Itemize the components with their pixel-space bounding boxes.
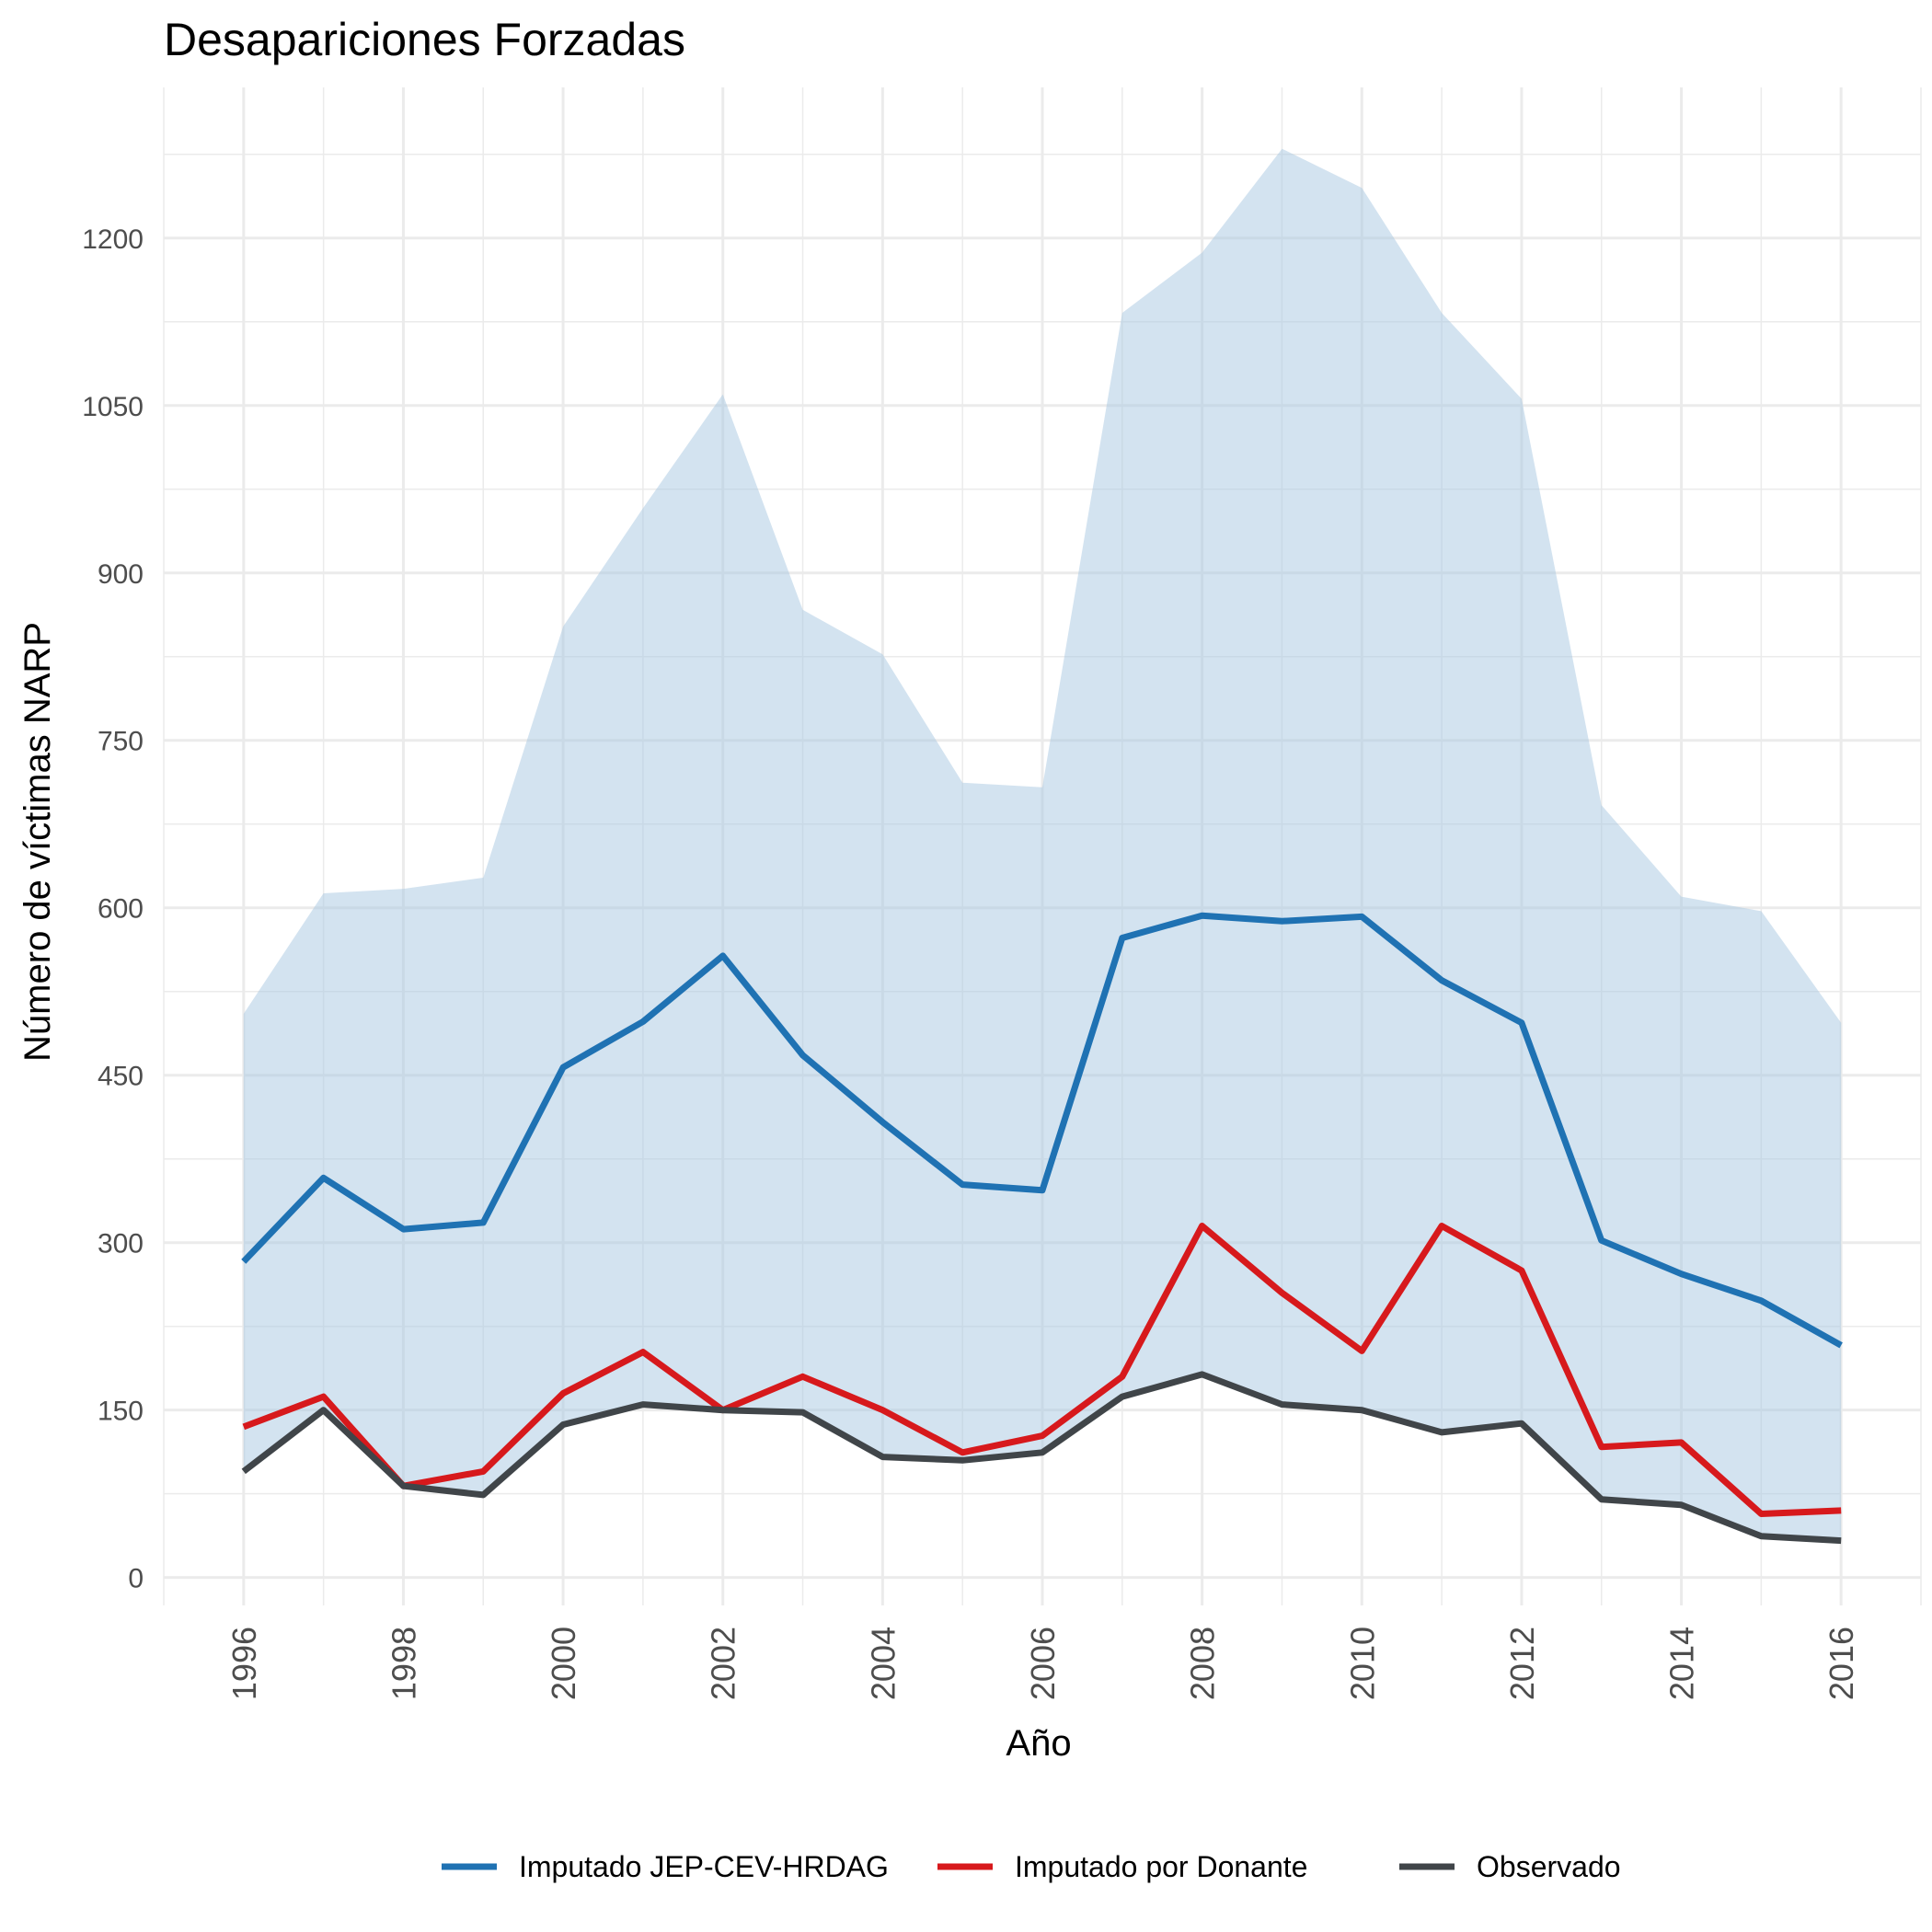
x-axis-ticks: 1996 1998 2000 2002 2004 2006 2008 2010 2012 2014… (225, 1627, 1860, 1700)
y-tick-label: 450 (98, 1062, 144, 1092)
y-axis-ticks: 0 150 300 450 600 750 900 1050 1200 (82, 224, 144, 1594)
x-tick-label: 2016 (1823, 1627, 1860, 1700)
x-tick-label: 2014 (1663, 1627, 1701, 1700)
y-tick-label: 750 (98, 727, 144, 757)
y-tick-label: 600 (98, 894, 144, 925)
x-tick-label: 2000 (545, 1627, 582, 1700)
x-tick-label: 2008 (1184, 1627, 1222, 1700)
y-tick-label: 900 (98, 559, 144, 590)
legend-label-3: Observado (1477, 1850, 1621, 1883)
x-tick-label: 1998 (385, 1627, 423, 1700)
y-tick-label: 150 (98, 1397, 144, 1427)
legend: Imputado JEP-CEV-HRDAG Imputado por Donan… (442, 1850, 1621, 1883)
y-tick-label: 0 (128, 1564, 144, 1594)
series-line-1 (241, 912, 1843, 1349)
legend-label-2: Imputado por Donante (1015, 1850, 1307, 1883)
x-tick-label: 1996 (225, 1627, 263, 1700)
x-tick-label: 2006 (1024, 1627, 1062, 1700)
confidence-band (243, 148, 1842, 1541)
y-tick-label: 300 (98, 1229, 144, 1259)
y-axis-title: Número de víctimas NARP (17, 622, 58, 1062)
legend-label-1: Imputado JEP-CEV-HRDAG (519, 1850, 889, 1883)
y-tick-label: 1200 (82, 224, 144, 255)
x-tick-label: 2010 (1343, 1627, 1381, 1700)
chart-title: Desapariciones Forzadas (164, 14, 685, 65)
series-line-2 (242, 1223, 1842, 1517)
x-tick-label: 2012 (1503, 1627, 1541, 1700)
series-layer (241, 912, 1843, 1545)
x-tick-label: 2004 (864, 1627, 902, 1700)
band-layer (243, 148, 1842, 1541)
y-tick-label: 1050 (82, 392, 144, 422)
series-line-3 (241, 1371, 1842, 1545)
x-tick-label: 2002 (705, 1627, 742, 1700)
x-axis-title: Año (1006, 1723, 1071, 1764)
